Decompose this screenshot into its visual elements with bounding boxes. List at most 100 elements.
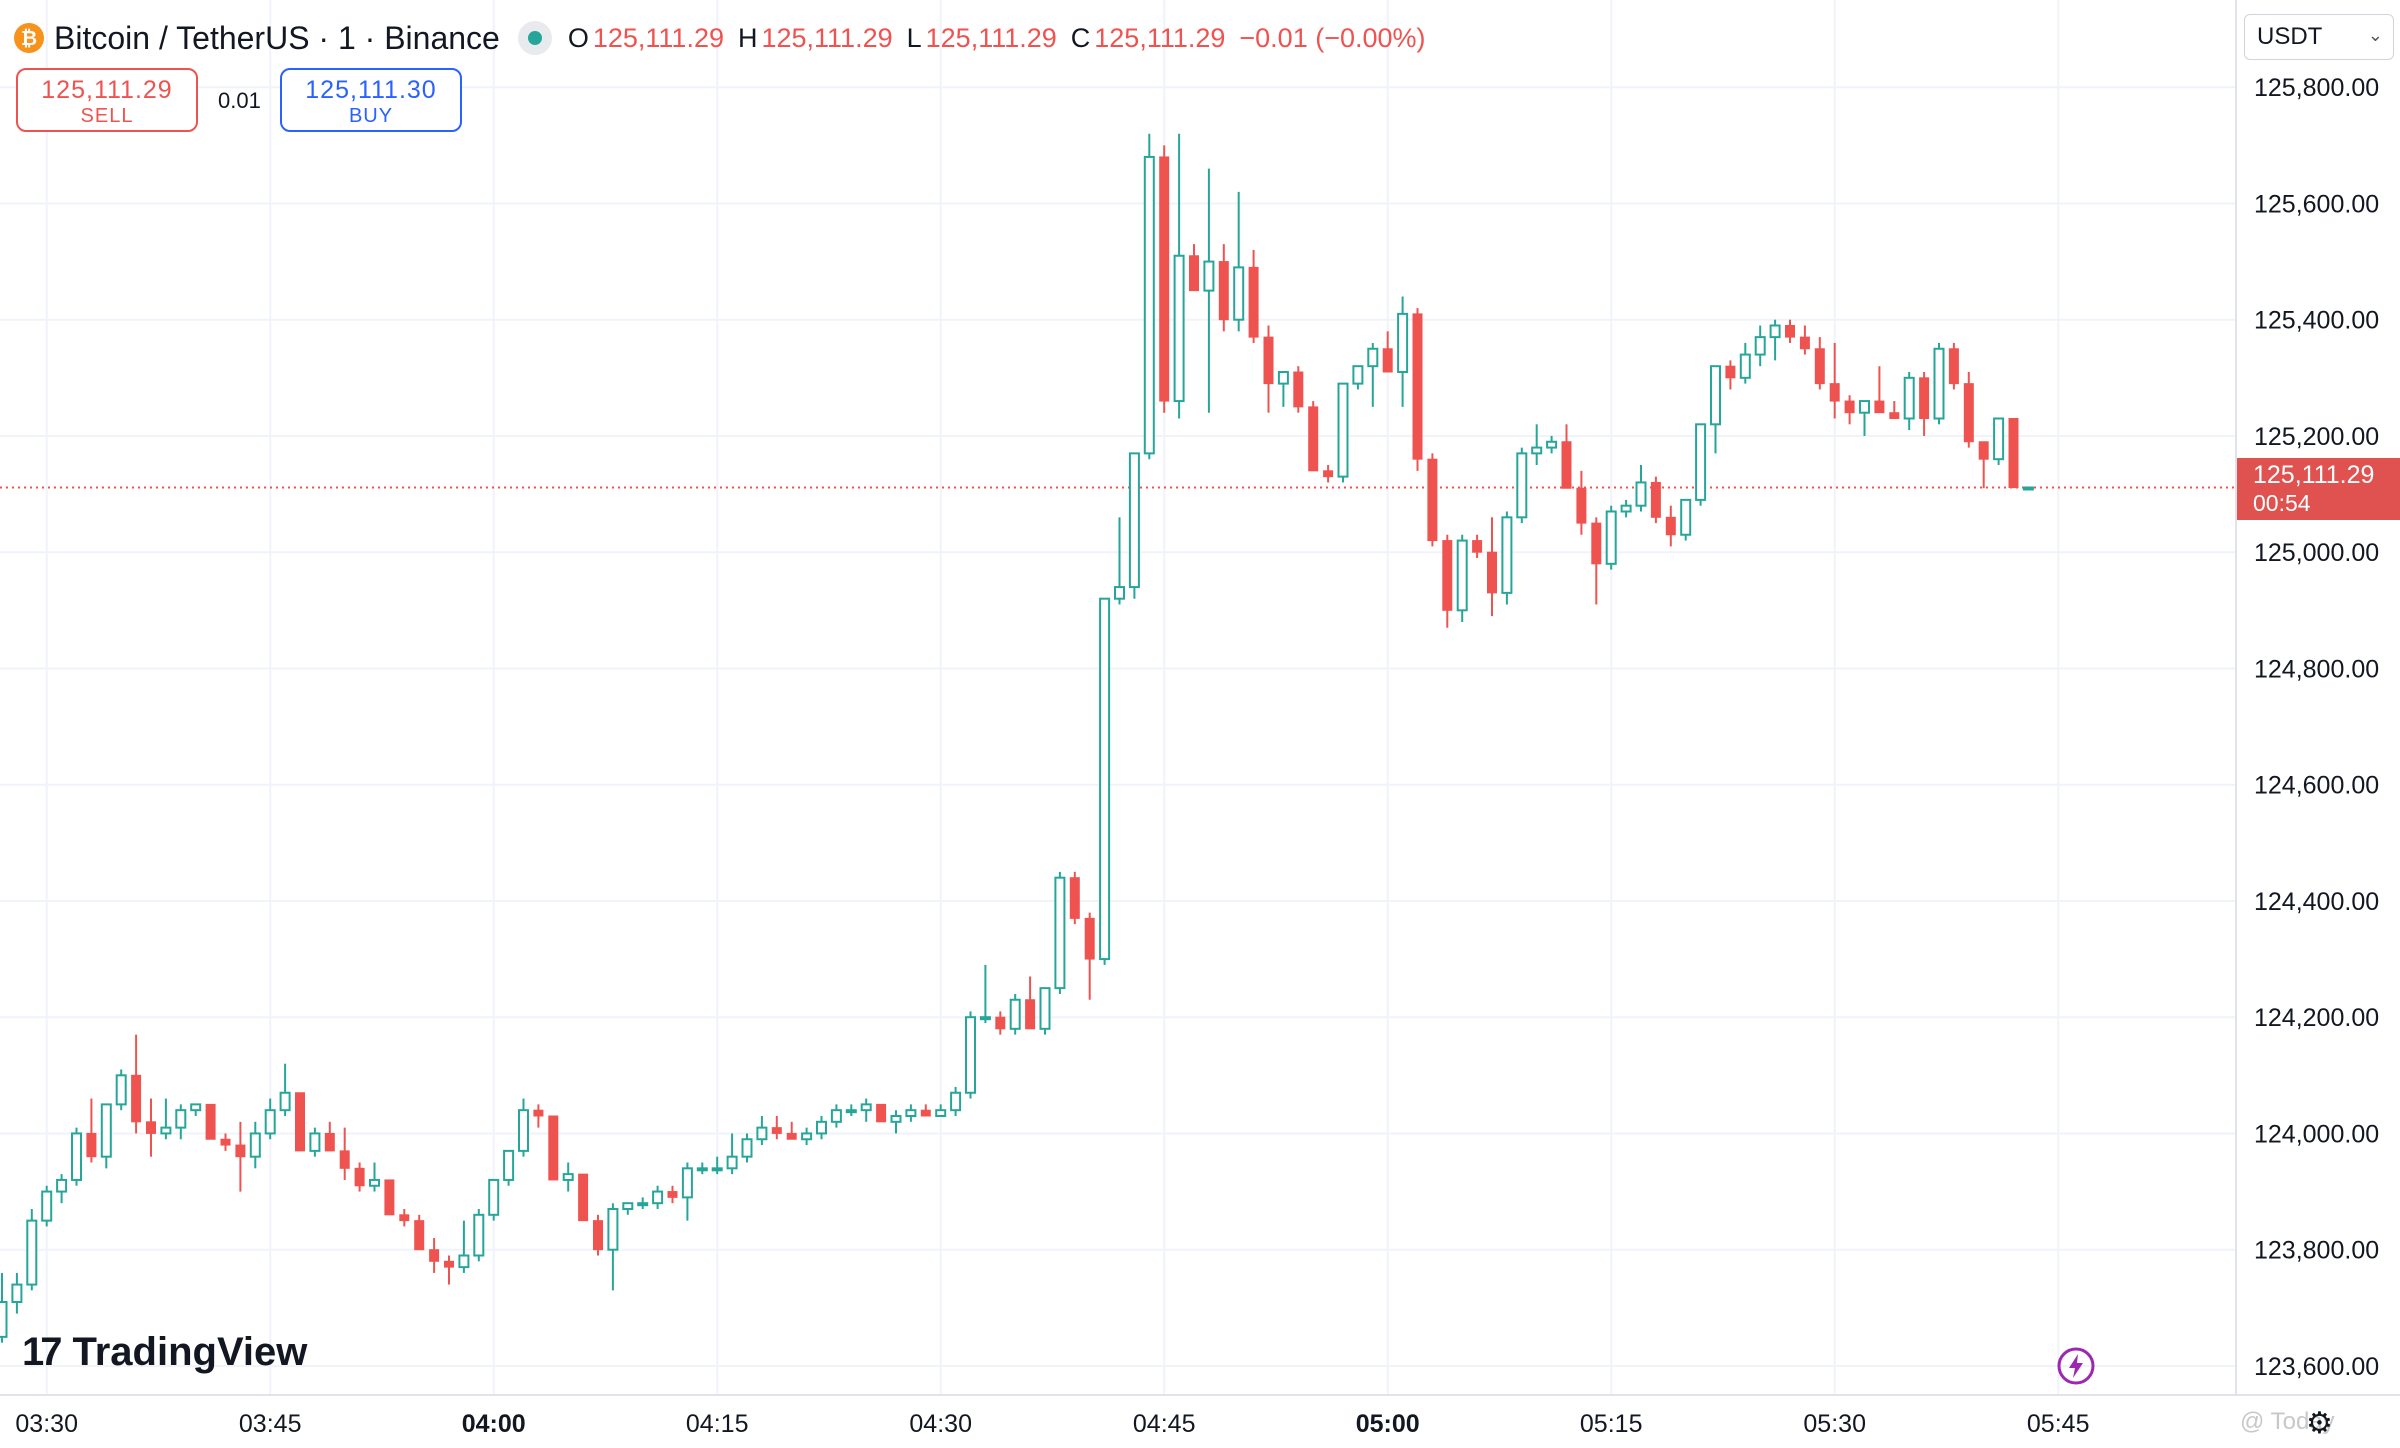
candle-down	[86, 1098, 97, 1163]
candle-down	[1650, 476, 1661, 524]
candle-down	[1472, 534, 1483, 558]
candle-up	[518, 1098, 529, 1157]
candle-down	[1889, 401, 1900, 419]
candle-body	[1769, 324, 1781, 339]
candle-body	[1739, 353, 1751, 379]
candle-up	[637, 1197, 649, 1209]
candle-body	[1680, 498, 1692, 536]
candle-body	[1427, 458, 1438, 542]
candle-body	[1754, 336, 1766, 356]
candle-body	[1903, 376, 1915, 420]
spread-value: 0.01	[218, 88, 261, 113]
candle-body	[1218, 261, 1229, 321]
candle-body	[220, 1138, 231, 1146]
candle-down	[1814, 337, 1825, 390]
currency-select[interactable]: USDT ⌄	[2244, 14, 2394, 60]
candle-down	[1248, 249, 1259, 343]
candle-body	[562, 1173, 574, 1181]
candle-down	[1785, 319, 1795, 343]
candle-up	[1680, 498, 1692, 541]
candle-body	[1009, 998, 1021, 1030]
candle-down	[339, 1127, 350, 1180]
candle-up	[816, 1116, 827, 1140]
gear-icon[interactable]: ⚙	[2306, 1407, 2333, 1440]
watermark-text: @ Today	[2240, 1408, 2335, 1435]
candle-down	[1323, 465, 1334, 483]
candle-body	[771, 1127, 782, 1134]
chart-grid	[0, 0, 2236, 1395]
candle-down	[1591, 517, 1602, 605]
candle-body	[995, 1016, 1006, 1030]
candle-body	[1963, 383, 1974, 443]
candle-up	[1128, 452, 1140, 599]
lightning-icon[interactable]	[2056, 1346, 2096, 1386]
candle-down	[1025, 976, 1036, 1030]
candle-body	[1889, 412, 1900, 419]
candle-up	[950, 1086, 962, 1116]
sell-button[interactable]: 125,111.29 SELL	[16, 68, 198, 132]
candle-body	[1054, 876, 1066, 990]
tradingview-logo[interactable]: 17 TradingView	[22, 1330, 307, 1374]
candle-up	[1367, 342, 1379, 407]
candle-up	[652, 1185, 664, 1209]
symbol-title[interactable]: Bitcoin / TetherUS · 1 · Binance	[54, 19, 500, 56]
candle-body	[1799, 336, 1810, 350]
candle-body	[1919, 377, 1930, 419]
candle-body	[1472, 540, 1483, 553]
price-tick-label: 124,400.00	[2254, 888, 2379, 916]
candle-down	[220, 1133, 231, 1151]
time-tick-label: 03:30	[15, 1410, 78, 1438]
ohlc-change: −0.01 (−0.00%)	[1239, 22, 1426, 53]
candle-up	[41, 1185, 53, 1227]
chevron-down-icon: ⌄	[2367, 25, 2383, 45]
candle-body	[1814, 348, 1825, 385]
time-tick-label: 05:45	[2027, 1410, 2090, 1438]
candle-body	[1039, 987, 1051, 1030]
candle-body	[160, 1126, 172, 1135]
candle-up	[1054, 871, 1066, 994]
time-axis[interactable]: 03:30 03:45 04:00 04:15 04:30 04:45 05:00 05:15…	[15, 1410, 2089, 1438]
candle-body	[1665, 516, 1676, 536]
candle-down	[1978, 441, 1989, 489]
candle-body	[444, 1260, 454, 1268]
candle-body	[1531, 446, 1543, 455]
candle-body	[1442, 540, 1453, 611]
candle-body	[1233, 266, 1245, 321]
candle-body	[518, 1109, 529, 1152]
candle-down	[2008, 418, 2019, 489]
price-tick-label: 124,600.00	[2254, 772, 2379, 800]
candle-body	[1561, 441, 1572, 489]
market-status-icon[interactable]	[517, 21, 552, 55]
candle-down	[399, 1209, 410, 1227]
candle-body	[249, 1132, 261, 1158]
candle-body	[1352, 365, 1364, 385]
candle-body	[1203, 260, 1215, 292]
candle-body	[1277, 371, 1289, 385]
candle-up	[1710, 365, 1721, 454]
candle-body	[1248, 266, 1259, 338]
bar-countdown: 00:54	[2253, 490, 2311, 516]
candle-body	[115, 1074, 127, 1106]
candle-down	[131, 1034, 142, 1134]
candle-body	[816, 1120, 827, 1135]
buy-button[interactable]: 125,111.30 BUY	[280, 68, 462, 132]
candle-up	[741, 1133, 753, 1163]
candle-down	[1084, 912, 1095, 1000]
candle-up	[488, 1178, 500, 1221]
candle-up	[711, 1156, 723, 1175]
price-tick-label: 125,400.00	[2254, 307, 2379, 335]
candle-body	[1874, 400, 1885, 414]
candle-body	[1263, 336, 1274, 385]
candle-up	[175, 1104, 187, 1140]
candle-body	[2008, 418, 2019, 489]
candle-up	[160, 1098, 172, 1140]
candle-down	[1263, 325, 1274, 413]
candle-down	[593, 1214, 603, 1256]
time-tick-label: 04:30	[909, 1410, 972, 1438]
price-axis[interactable]: 125,800.00 125,600.00 125,400.00 125,200.00…	[2254, 74, 2379, 1381]
candle-up	[890, 1110, 902, 1134]
candle-body	[711, 1167, 723, 1172]
candle-down	[384, 1179, 395, 1216]
candle-up	[1039, 987, 1051, 1035]
